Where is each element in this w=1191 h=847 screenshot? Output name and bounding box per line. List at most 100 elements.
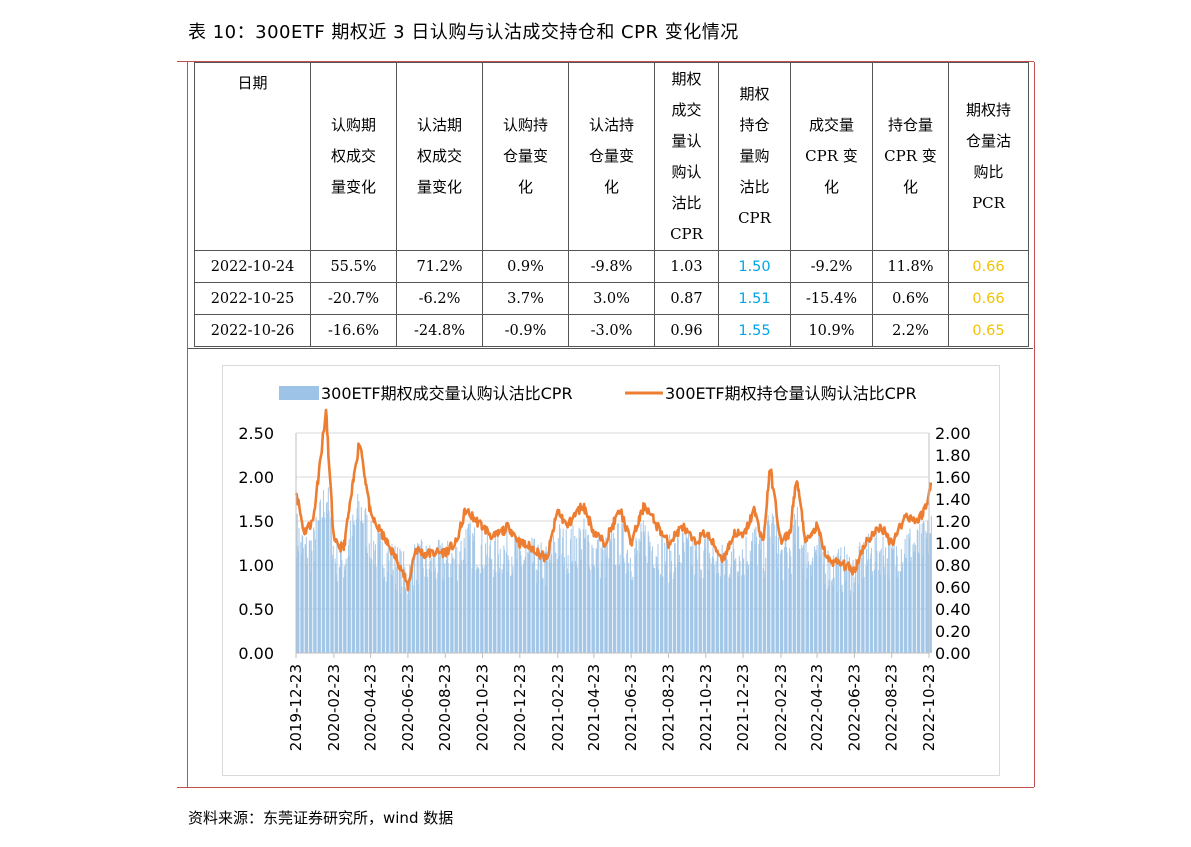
legend-label-line: 300ETF期权持仓量认购认沽比CPR <box>665 384 917 403</box>
volume-cpr-bar <box>850 565 852 653</box>
y-right-tick-label: 0.60 <box>935 578 971 597</box>
volume-cpr-bar <box>540 542 542 653</box>
volume-cpr-bar <box>908 537 910 653</box>
volume-cpr-bar <box>541 550 543 653</box>
volume-cpr-bar <box>651 546 654 653</box>
volume-cpr-bar <box>472 541 474 653</box>
volume-cpr-bar <box>776 553 778 653</box>
volume-cpr-bar <box>475 569 477 653</box>
volume-cpr-bar <box>370 563 372 653</box>
volume-cpr-bar <box>842 591 844 653</box>
volume-cpr-bar <box>544 585 547 653</box>
volume-cpr-bar <box>801 545 803 653</box>
volume-cpr-bar <box>580 559 582 653</box>
volume-cpr-bar <box>424 576 426 653</box>
table-title: 表 10：300ETF 期权近 3 日认购与认沽成交持仓和 CPR 变化情况 <box>188 22 739 43</box>
volume-cpr-bar <box>823 564 825 653</box>
volume-cpr-bar <box>362 523 364 653</box>
volume-cpr-bar <box>571 563 573 653</box>
volume-cpr-bar <box>854 577 856 653</box>
volume-cpr-bar <box>875 561 877 653</box>
volume-cpr-bar <box>715 561 717 653</box>
volume-cpr-bar <box>371 559 373 653</box>
volume-cpr-bar <box>901 567 903 653</box>
volume-cpr-bar <box>301 534 303 653</box>
volume-cpr-bar <box>636 540 638 653</box>
volume-cpr-bar <box>456 546 458 653</box>
volume-cpr-bar <box>930 533 932 653</box>
volume-cpr-bar <box>369 557 371 653</box>
volume-cpr-bar <box>802 568 804 653</box>
volume-cpr-bar <box>766 520 769 653</box>
volume-cpr-bar <box>681 532 684 653</box>
volume-cpr-bar <box>865 566 867 653</box>
volume-cpr-bar <box>799 548 801 653</box>
volume-cpr-bar <box>688 531 690 653</box>
volume-cpr-bar <box>807 561 810 653</box>
volume-cpr-bar <box>694 574 696 653</box>
volume-cpr-bar <box>662 576 664 653</box>
volume-cpr-bar <box>588 566 591 653</box>
volume-cpr-bar <box>900 549 902 653</box>
volume-cpr-bar <box>561 553 563 653</box>
volume-cpr-bar <box>694 542 696 653</box>
volume-cpr-bar <box>366 552 369 653</box>
volume-cpr-bar <box>700 569 702 653</box>
volume-cpr-bar <box>806 578 808 653</box>
volume-cpr-bar <box>670 550 672 653</box>
volume-cpr-bar <box>373 540 375 653</box>
volume-cpr-bar <box>516 559 518 653</box>
volume-cpr-bar <box>612 532 614 653</box>
volume-cpr-bar <box>640 523 642 653</box>
volume-cpr-bar <box>477 568 479 653</box>
volume-cpr-bar <box>473 527 476 653</box>
volume-cpr-bar <box>810 575 813 653</box>
volume-cpr-bar <box>895 566 897 653</box>
volume-cpr-bar <box>324 517 326 653</box>
volume-cpr-bar <box>759 533 761 653</box>
volume-cpr-bar <box>672 578 674 653</box>
volume-cpr-bar <box>488 557 490 653</box>
volume-cpr-bar <box>579 529 581 653</box>
volume-cpr-bar <box>892 550 894 653</box>
volume-cpr-bar <box>618 564 621 653</box>
volume-cpr-bar <box>739 560 741 653</box>
volume-cpr-bar <box>905 557 907 653</box>
volume-cpr-bar <box>341 560 343 653</box>
volume-cpr-bar <box>373 564 375 653</box>
volume-cpr-bar <box>514 541 517 653</box>
volume-cpr-bar <box>870 547 872 653</box>
volume-cpr-bar <box>391 543 393 653</box>
volume-cpr-bar <box>918 554 920 653</box>
volume-cpr-bar <box>444 563 446 653</box>
volume-cpr-bar <box>596 539 599 653</box>
bottom-rule <box>177 787 1034 788</box>
volume-cpr-bar <box>378 532 380 653</box>
volume-cpr-bar <box>411 560 413 653</box>
volume-cpr-bar <box>659 574 661 653</box>
volume-cpr-bar <box>914 544 917 653</box>
volume-cpr-bar <box>673 571 675 653</box>
volume-cpr-bar <box>314 560 316 653</box>
volume-cpr-bar <box>888 540 890 653</box>
volume-cpr-bar <box>724 560 726 653</box>
volume-cpr-bar <box>296 556 298 653</box>
cpr-chart: 0.00 0.50 1.00 1.50 2.00 2.50 0.00 0.20 0.40 0.60… <box>222 365 1000 776</box>
volume-cpr-bar <box>713 558 715 653</box>
volume-cpr-bar <box>420 539 422 653</box>
cell: 10.9% <box>790 314 873 347</box>
volume-cpr-bar <box>412 590 414 653</box>
volume-cpr-bar <box>524 556 526 653</box>
volume-cpr-bar <box>298 527 300 653</box>
cell: 55.5% <box>310 250 397 283</box>
volume-cpr-bar <box>746 563 748 653</box>
volume-cpr-bar <box>832 555 835 653</box>
volume-cpr-bar <box>338 566 340 653</box>
volume-cpr-bar <box>919 523 921 653</box>
y-right-tick-label: 0.00 <box>935 644 971 663</box>
volume-cpr-bar <box>760 549 762 653</box>
volume-cpr-bar <box>370 521 372 653</box>
x-tick-label: 2021-08-23 <box>659 664 677 751</box>
volume-cpr-bar <box>536 570 539 653</box>
volume-cpr-bar <box>430 571 432 653</box>
